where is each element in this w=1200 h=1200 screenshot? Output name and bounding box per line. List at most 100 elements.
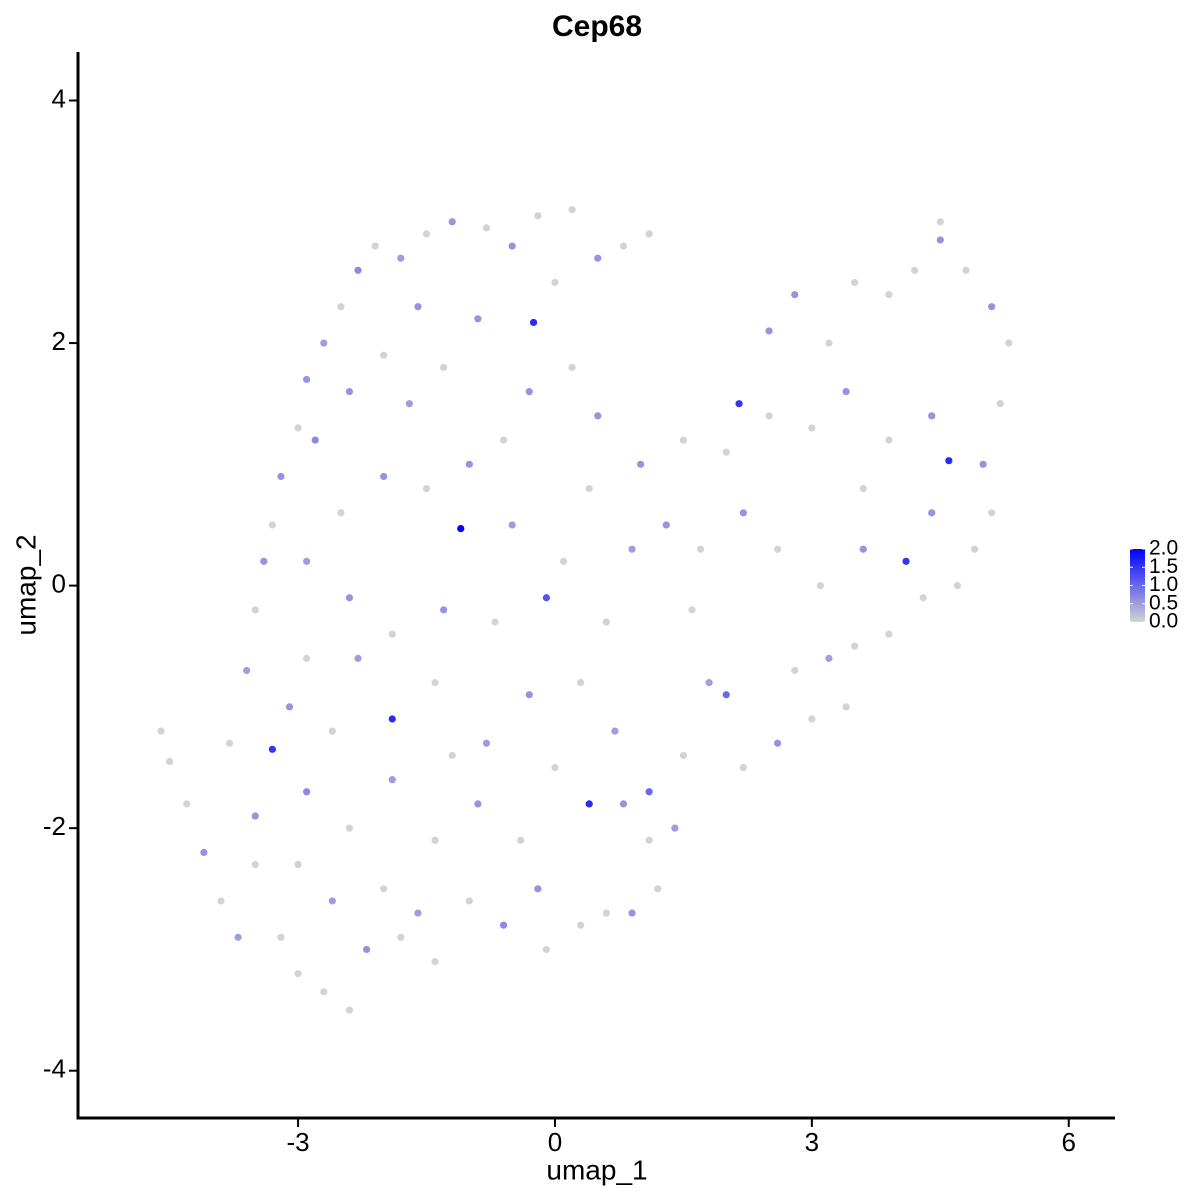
point: [851, 642, 859, 650]
point: [645, 230, 653, 238]
point: [499, 921, 508, 929]
point: [851, 278, 859, 287]
point: [405, 400, 413, 408]
point: [645, 788, 653, 796]
point: [791, 666, 799, 675]
point: [397, 254, 405, 262]
point: [251, 860, 259, 869]
point: [311, 436, 319, 444]
point: [739, 509, 747, 517]
point: [388, 630, 396, 638]
point: [585, 484, 593, 493]
point: [928, 412, 936, 420]
point: [345, 1006, 354, 1014]
x-tick-label: 6: [1062, 1127, 1076, 1157]
chart-title: Cep68: [552, 10, 642, 43]
point: [465, 460, 473, 468]
x-tick-label: 0: [548, 1127, 562, 1157]
point: [328, 897, 336, 905]
point: [303, 654, 311, 662]
point: [816, 582, 825, 590]
point: [320, 988, 328, 996]
point: [508, 521, 516, 529]
point: [337, 509, 345, 517]
point: [431, 679, 439, 687]
point: [885, 290, 893, 299]
point: [628, 909, 636, 917]
point: [551, 763, 559, 772]
point: [388, 715, 396, 723]
point: [294, 860, 302, 869]
point: [380, 472, 388, 481]
point: [529, 318, 538, 327]
y-tick-label: -2: [43, 811, 66, 841]
point: [542, 594, 551, 602]
point: [722, 691, 730, 699]
point: [791, 290, 799, 299]
point: [217, 897, 225, 905]
point: [885, 630, 893, 638]
point: [422, 484, 431, 493]
point: [970, 545, 979, 553]
point: [251, 812, 259, 820]
point: [637, 460, 645, 468]
point: [234, 933, 242, 941]
point: [474, 800, 482, 808]
point: [645, 836, 653, 844]
point: [328, 727, 336, 735]
point: [534, 885, 542, 893]
colorbar: [1130, 549, 1145, 622]
point: [619, 800, 628, 808]
point: [602, 618, 610, 626]
point: [662, 521, 670, 529]
y-tick-label: 0: [52, 568, 66, 598]
point: [679, 436, 688, 444]
point: [919, 594, 927, 602]
point: [551, 278, 559, 287]
point: [277, 933, 285, 941]
point: [962, 266, 970, 274]
y-tick-label: -4: [43, 1054, 66, 1084]
point: [722, 448, 730, 456]
point: [953, 582, 962, 590]
point: [260, 557, 268, 565]
point: [243, 666, 251, 675]
point: [825, 339, 833, 347]
point: [517, 836, 525, 844]
point: [525, 387, 533, 396]
point: [183, 800, 191, 808]
point: [465, 897, 473, 905]
point: [988, 509, 996, 517]
point: [345, 824, 354, 832]
colorbar-label: 2.0: [1149, 537, 1178, 560]
point: [337, 303, 345, 311]
point: [885, 436, 893, 444]
point: [842, 703, 850, 711]
point: [457, 525, 465, 533]
y-axis-label: umap_2: [10, 534, 41, 635]
point: [474, 315, 482, 323]
colorbar-label: 0.0: [1149, 610, 1178, 633]
point: [303, 375, 311, 384]
y-tick-label: 2: [52, 326, 66, 356]
point: [842, 387, 850, 396]
point: [671, 824, 679, 832]
point: [354, 654, 362, 662]
point: [431, 957, 439, 966]
point: [414, 303, 422, 311]
point: [388, 776, 396, 784]
point: [440, 363, 448, 371]
point: [371, 242, 379, 250]
point: [157, 727, 165, 735]
point: [225, 739, 234, 747]
point: [508, 242, 516, 250]
point: [303, 557, 311, 565]
point: [482, 739, 491, 747]
point: [679, 751, 688, 759]
point: [808, 715, 816, 723]
point: [200, 848, 208, 857]
point: [482, 224, 491, 232]
point: [414, 909, 422, 917]
point: [277, 472, 285, 481]
